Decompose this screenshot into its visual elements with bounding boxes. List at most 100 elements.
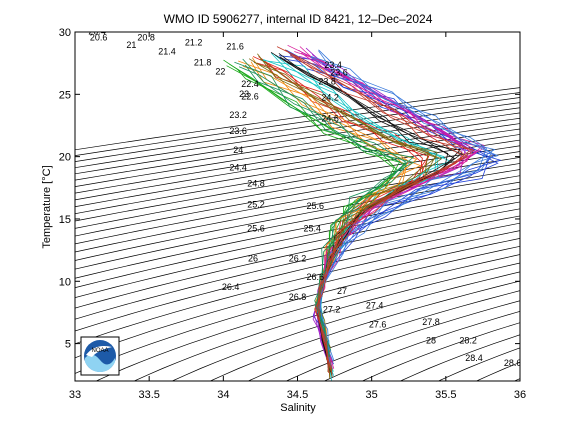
profile-line [310, 56, 487, 361]
isopycnal-label: 25.6 [247, 223, 265, 233]
profile-line [244, 64, 415, 356]
isopycnal-label: 24.6 [321, 114, 339, 124]
isopycnal-label: 20.8 [137, 33, 155, 43]
y-tick-label: 30 [59, 27, 71, 39]
isopycnal-label: 27 [337, 286, 347, 296]
isopycnal-line [209, 280, 520, 381]
isopycnal-line [323, 310, 520, 381]
isopycnal-line [133, 262, 520, 381]
isopycnal-label: 21.2 [185, 38, 203, 48]
y-axis: 5 10 15 20 25 30 [59, 27, 520, 351]
isopycnal-label: 28 [426, 336, 436, 346]
profile-line [234, 61, 407, 351]
isopycnal-line [75, 245, 520, 374]
profile-line [242, 58, 415, 358]
x-tick-label: 34 [217, 389, 229, 401]
isopycnal-label: 25.6 [307, 201, 325, 211]
x-tick-label: 33.5 [138, 389, 159, 401]
isopycnal-line [75, 139, 520, 215]
isopycnal-label: 26.4 [222, 282, 240, 292]
isopycnal-line [75, 163, 520, 245]
x-tick-label: 36 [514, 389, 526, 401]
isopycnal-label: 26 [248, 253, 258, 263]
isopycnal-line [566, 20, 576, 394]
isopycnal-line [75, 157, 520, 237]
x-tick-label: 35 [366, 389, 378, 401]
profile-line [260, 59, 439, 378]
x-axis: 33 33.5 34 34.5 35 35.5 36 [69, 32, 526, 401]
isopycnal-label: 27.8 [422, 317, 440, 327]
noaa-logo-text: NOAA [91, 348, 108, 354]
profile-line [310, 56, 493, 365]
isopycnal-line [513, 378, 520, 381]
profile-line [276, 46, 464, 373]
isopycnal-label: 24.2 [321, 93, 339, 103]
isopycnal-line [75, 238, 520, 359]
isopycnal-line [75, 145, 520, 222]
y-tick-label: 25 [59, 89, 71, 101]
isopycnal-labels: 20.420.6 20.821 21.2 21.4 21.6 21.822 22.4 22.6… [88, 27, 522, 368]
isopycnal-label: 25.2 [247, 200, 265, 210]
isopycnal-label: 23 [239, 89, 249, 99]
profiles-layer [223, 44, 502, 381]
isopycnal-label: 20.6 [90, 33, 108, 43]
isopycnal-label: 26.2 [289, 253, 307, 263]
isopycnal-line [361, 322, 520, 381]
isopycnal-label: 21 [126, 40, 136, 50]
isopycnal-line [247, 290, 520, 381]
isopycnal-label: 27.4 [366, 301, 384, 311]
y-tick-label: 15 [59, 214, 71, 226]
y-axis-label: Temperature [°C] [41, 165, 53, 248]
x-tick-label: 33 [69, 389, 81, 401]
isopycnal-label: 24.8 [247, 179, 265, 189]
isopycnal-label: 21.4 [158, 46, 176, 56]
isopycnal-label: 22.4 [241, 79, 259, 89]
isopycnal-label: 28.4 [465, 353, 483, 363]
isopycnal-label: 22.6 [241, 91, 259, 101]
noaa-logo-wave [85, 354, 115, 372]
isopycnal-label: 24.4 [229, 162, 247, 172]
isopycnal-line [171, 271, 520, 381]
isopycnal-label: 23.4 [324, 60, 342, 70]
isopycnal-label: 21.6 [226, 41, 244, 51]
isopycnal-line [75, 194, 520, 289]
isopycnal-line [528, 20, 576, 394]
isopycnal-label: 27.6 [369, 319, 387, 329]
isopycnal-label: 23.2 [229, 110, 247, 120]
isopycnal-label: 22 [215, 66, 225, 76]
isopycnal-label: 23.8 [318, 76, 336, 86]
noaa-logo-gull [86, 346, 112, 357]
isopycnal-label: 27.2 [323, 304, 341, 314]
isopycnal-label: 23.6 [330, 68, 348, 78]
isopycnal-label: 21.8 [194, 58, 212, 68]
isopycnal-line [95, 254, 520, 381]
isopycnal-line [75, 175, 520, 261]
profile-line [238, 66, 407, 350]
isopycnal-label: 20.4 [88, 27, 106, 37]
profile-line [285, 50, 469, 374]
profile-line [284, 49, 473, 367]
isopycnal-label: 24 [233, 145, 243, 155]
profile-line [318, 49, 499, 368]
y-tick-label: 10 [59, 276, 71, 288]
isopycnal-label: 28.6 [504, 358, 522, 368]
isopycnal-label: 23.6 [229, 126, 247, 136]
isopycnal-label: 26.8 [289, 292, 307, 302]
isopycnal-label: 26.6 [307, 272, 325, 282]
isopycnal-line [75, 201, 520, 299]
noaa-logo: NOAA [80, 336, 120, 376]
isopycnal-line [75, 230, 520, 345]
y-tick-label: 20 [59, 152, 71, 164]
x-axis-label: Salinity [280, 402, 316, 414]
isopycnal-label: 25.4 [304, 223, 322, 233]
isopycnal-label: 28.2 [459, 336, 477, 346]
chart-title: WMO ID 5906277, internal ID 8421, 12–Dec… [164, 12, 433, 26]
profile-line [280, 58, 499, 373]
isopycnal-line [75, 151, 520, 229]
isopycnal-line [75, 188, 520, 279]
x-tick-label: 34.5 [287, 389, 308, 401]
isopycnal-line [75, 134, 520, 208]
x-tick-label: 35.5 [435, 389, 456, 401]
isopycnal-line [285, 300, 520, 381]
